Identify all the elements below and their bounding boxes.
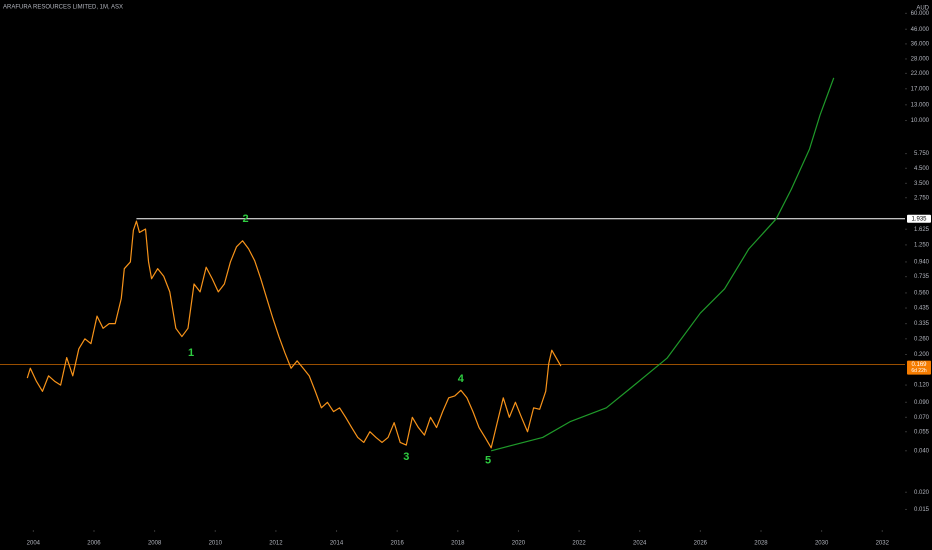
y-tick-label: 4.500 [914,166,930,172]
price-tag-label: 1.935 [911,216,927,222]
y-tick-label: 46.000 [911,27,930,33]
x-tick-label: 2008 [148,541,162,547]
x-tick-label: 2006 [87,541,101,547]
x-tick-label: 2004 [27,541,41,547]
y-tick-label: 0.120 [914,383,930,389]
y-tick-label: 10.000 [911,118,930,124]
y-tick-label: 0.435 [914,306,930,312]
x-tick-label: 2018 [451,541,465,547]
y-tick-label: 60.000 [911,11,930,17]
x-tick-label: 2022 [572,541,586,547]
series-line [26,220,562,449]
wave-label: 1 [188,347,194,359]
countdown-label: 6d 22h [911,368,927,374]
y-tick-label: 0.260 [914,336,930,342]
y-tick-label: 0.335 [914,321,930,327]
x-tick-label: 2024 [633,541,647,547]
x-tick-label: 2012 [269,541,283,547]
y-tick-label: 0.940 [914,260,930,266]
y-tick-label: 1.625 [914,227,930,233]
wave-label: 2 [243,213,249,225]
y-tick-label: 22.000 [911,71,930,77]
wave-label: 4 [458,373,465,385]
x-tick-label: 2014 [330,541,344,547]
wave-label: 5 [485,454,491,466]
x-tick-label: 2032 [876,541,890,547]
y-tick-label: 0.070 [914,415,930,421]
y-tick-label: 0.040 [914,448,930,454]
x-tick-label: 2026 [694,541,708,547]
price-tag [907,214,931,223]
y-tick-label: 1.250 [914,242,930,248]
y-tick-label: 28.000 [911,57,930,63]
y-tick-label: 13.000 [911,102,930,108]
y-tick-label: 17.000 [911,86,930,92]
x-tick-label: 2028 [754,541,768,547]
y-tick-label: 0.055 [914,429,930,435]
x-tick-label: 2016 [390,541,404,547]
y-tick-label: 0.020 [914,490,930,496]
y-tick-label: 0.090 [914,400,930,406]
series-line [491,77,835,452]
price-tag [907,360,931,375]
x-tick-label: 2010 [209,541,223,547]
y-tick-label: 5.750 [914,151,930,157]
x-tick-label: 2020 [512,541,526,547]
x-tick-label: 2030 [815,541,829,547]
y-tick-label: 0.560 [914,291,930,297]
y-tick-label: 0.735 [914,274,930,280]
y-tick-label: 0.200 [914,352,930,358]
y-tick-label: 36.000 [911,41,930,47]
price-tag-label: 0.169 [911,362,927,368]
wave-label: 3 [403,451,409,463]
y-tick-label: 2.750 [914,195,930,201]
chart-title: ARAFURA RESOURCES LIMITED, 1M, ASX [3,5,123,11]
y-tick-label: 0.015 [914,507,930,513]
currency-label: AUD [916,6,929,12]
y-tick-label: 3.500 [914,181,930,187]
